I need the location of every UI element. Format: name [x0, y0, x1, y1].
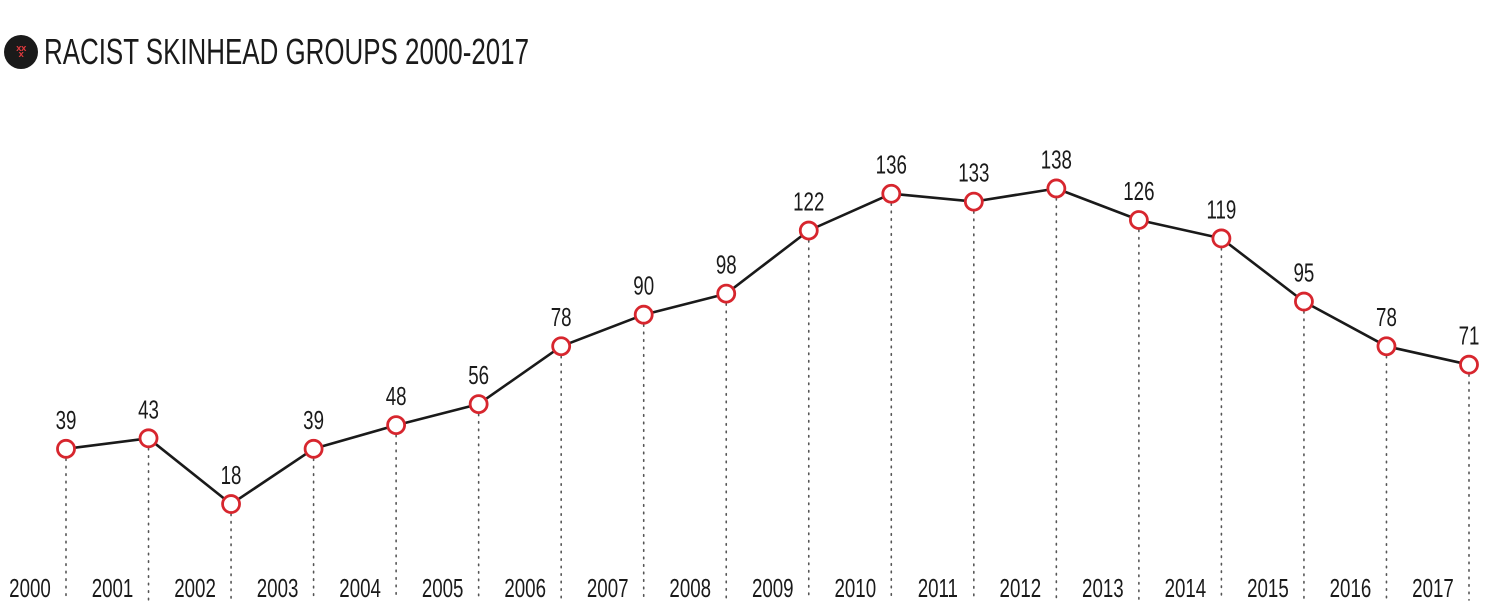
x-tick-label-2011: 2011 [918, 573, 958, 603]
x-tick-label-2005: 2005 [422, 573, 464, 603]
data-point-2009 [798, 220, 819, 241]
data-label-2015: 95 [1294, 257, 1315, 287]
data-point-2006 [551, 336, 572, 357]
data-label-2012: 138 [1041, 144, 1072, 174]
x-tick-label-2008: 2008 [669, 573, 711, 603]
data-label-2013: 126 [1123, 176, 1154, 206]
data-label-2016: 78 [1376, 302, 1397, 332]
xxx-badge-icon: XXX [4, 35, 38, 69]
data-label-2014: 119 [1206, 194, 1236, 224]
data-point-2004 [386, 415, 407, 436]
data-point-2002 [221, 494, 241, 514]
data-point-2015 [1294, 291, 1314, 312]
data-label-2007: 90 [633, 271, 654, 301]
data-label-2008: 98 [716, 250, 737, 280]
data-label-2005: 56 [468, 360, 489, 390]
data-point-2007 [633, 304, 654, 325]
data-label-2010: 136 [876, 150, 907, 180]
x-tick-label-2012: 2012 [1000, 573, 1042, 603]
data-point-2011 [963, 191, 984, 212]
data-label-2003: 39 [303, 405, 324, 435]
data-point-2001 [138, 428, 159, 449]
x-tick-label-2009: 2009 [752, 573, 794, 603]
data-label-2001: 43 [138, 394, 159, 424]
x-tick-label-2004: 2004 [339, 573, 381, 603]
x-tick-label-2007: 2007 [587, 573, 629, 603]
x-tick-label-2015: 2015 [1247, 573, 1289, 603]
data-point-2005 [468, 394, 489, 415]
data-point-2000 [56, 438, 76, 459]
x-tick-label-2010: 2010 [834, 573, 876, 603]
data-label-2004: 48 [386, 381, 407, 411]
x-tick-label-2014: 2014 [1165, 573, 1207, 603]
data-label-2017: 71 [1459, 321, 1480, 351]
data-point-2008 [716, 283, 737, 304]
data-label-2002: 18 [221, 460, 242, 490]
x-tick-label-2016: 2016 [1330, 573, 1372, 603]
data-point-2016 [1376, 336, 1397, 357]
x-tick-label-2017: 2017 [1412, 573, 1454, 603]
data-point-2003 [303, 438, 324, 459]
data-label-2000: 39 [56, 405, 77, 435]
x-tick-label-2006: 2006 [504, 573, 546, 603]
x-tick-label-2003: 2003 [257, 573, 299, 603]
x-tick-label-2002: 2002 [174, 573, 216, 603]
data-point-2017 [1459, 354, 1479, 375]
data-label-2009: 122 [793, 186, 824, 216]
series-line [65, 187, 1470, 506]
chart-header: XXX RACIST SKINHEAD GROUPS 2000-2017 [4, 30, 718, 74]
data-label-2006: 78 [551, 302, 572, 332]
x-tick-label-2001: 2001 [92, 573, 134, 603]
x-tick-label-2000: 2000 [9, 573, 51, 603]
data-point-2012 [1046, 178, 1067, 199]
data-point-2013 [1128, 210, 1149, 230]
data-point-2014 [1211, 228, 1232, 249]
data-point-2010 [881, 183, 902, 204]
x-tick-label-2013: 2013 [1082, 573, 1124, 603]
data-label-2011: 133 [958, 158, 989, 188]
badge-text: XXX [16, 45, 26, 59]
chart-title: RACIST SKINHEAD GROUPS 2000-2017 [44, 31, 529, 72]
